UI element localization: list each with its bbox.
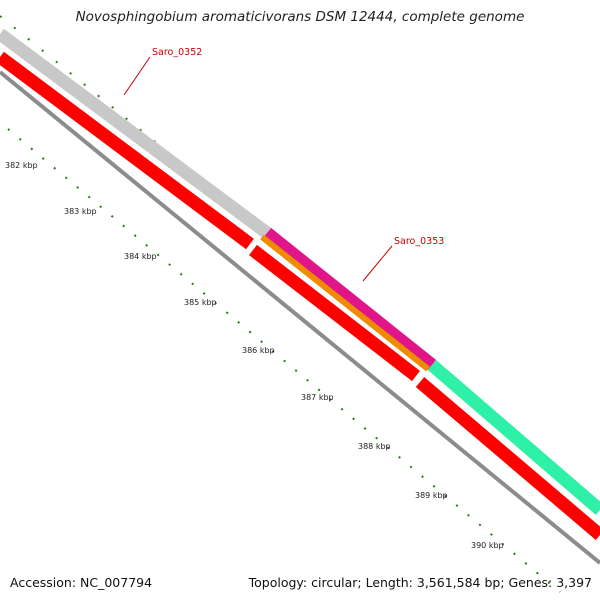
kbp-labels: 382 kbp 383 kbp 384 kbp 385 kbp 386 kbp …	[5, 161, 504, 550]
gene-label-saro-0353[interactable]: Saro_0353	[394, 236, 444, 247]
accession-label: Accession: NC_007794	[10, 575, 153, 590]
orange-gene-track	[260, 234, 430, 372]
kbp-label: 386 kbp	[242, 346, 275, 355]
cds-red-segment-2	[249, 244, 420, 382]
kbp-label: 382 kbp	[5, 161, 38, 170]
kbp-label: 389 kbp	[415, 491, 448, 500]
gene-green-segment	[427, 360, 600, 515]
gene-grey-segment	[0, 28, 271, 239]
cds-red-segment-3	[415, 377, 600, 540]
genome-backbone	[0, 70, 600, 565]
gene-label-saro-0352[interactable]: Saro_0352	[152, 47, 202, 58]
kbp-label: 384 kbp	[124, 252, 157, 261]
kbp-label: 390 kbp	[471, 541, 504, 550]
genome-stats: Topology: circular; Length: 3,561,584 bp…	[248, 575, 592, 590]
gene-label-leaders	[123, 56, 393, 282]
gene-magenta-segment	[262, 227, 437, 371]
reverse-strand-track	[0, 51, 600, 540]
map-title: Novosphingobium aromaticivorans DSM 1244…	[75, 9, 525, 25]
forward-strand-track	[0, 28, 600, 515]
inner-tick-ring	[7, 128, 561, 593]
gene-orange-segment	[260, 234, 430, 372]
kbp-label: 383 kbp	[64, 207, 97, 216]
kbp-label: 388 kbp	[358, 442, 391, 451]
cds-red-segment-1	[0, 51, 254, 250]
kbp-label: 387 kbp	[301, 393, 334, 402]
kbp-label: 385 kbp	[184, 298, 217, 307]
